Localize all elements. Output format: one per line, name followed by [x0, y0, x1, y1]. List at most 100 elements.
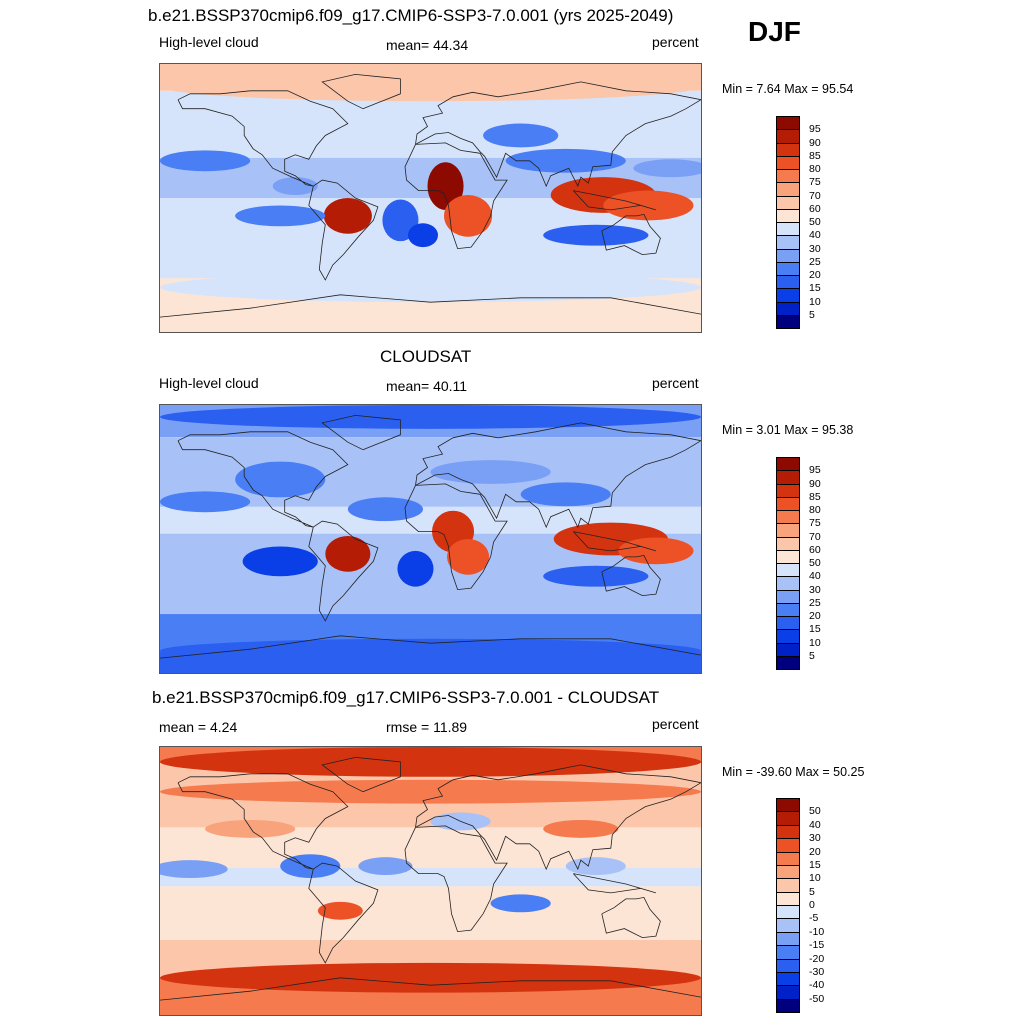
map-1-contour-region-11: [483, 123, 559, 148]
panel-3-title: b.e21.BSSP370cmip6.f09_g17.CMIP6-SSP3-7.…: [152, 688, 660, 707]
colorbar-1-tick-label: 5: [809, 308, 815, 321]
colorbar-3-tick-label: 0: [809, 899, 815, 911]
panel-3-colorbar: -50 -40 -30 -20 -15 -10 -5 0 5 10 15 20 30 40 50: [776, 798, 824, 1013]
map-1-contour-region-4: [323, 198, 372, 234]
colorbar-1-tick-label: 85: [809, 149, 821, 162]
map-3-contour-region-9: [317, 901, 363, 920]
colorbar-1-swatch-3: [776, 275, 800, 290]
colorbar-1-tick-label: 95: [809, 123, 821, 136]
panel-2-left-label: High-level cloud: [159, 375, 259, 391]
map-1-coastline-7: [573, 190, 657, 211]
colorbar-3-tick-label: -5: [809, 912, 819, 925]
colorbar-2-tick-label: 90: [809, 477, 821, 490]
colorbar-1-swatch-14: [776, 129, 800, 144]
colorbar-3-swatch-1: [776, 985, 800, 1000]
colorbar-2-tick-label: 95: [809, 464, 821, 477]
colorbar-1-tick-label: 75: [809, 176, 821, 189]
colorbar-1-swatch-2: [776, 288, 800, 303]
colorbar-1-tick-label: 30: [809, 242, 821, 255]
colorbar-3-tick-label: -20: [809, 952, 825, 965]
colorbar-1-swatch-11: [776, 169, 800, 184]
colorbar-2-tick-label: 80: [809, 504, 821, 516]
map-3-contour-region-11: [205, 819, 296, 838]
colorbar-1-swatch-6: [776, 235, 800, 250]
colorbar-2-swatch-14: [776, 470, 800, 485]
map-2-contour-region-1: [447, 539, 490, 575]
map-3-contour-region-0: [160, 747, 701, 777]
map-1-band-1: [160, 90, 701, 158]
panel-3-mean-label: mean = 4.24: [159, 719, 238, 735]
map-2-contour-region-14: [347, 497, 423, 522]
colorbar-1-tick-label: 40: [809, 229, 821, 242]
colorbar-1-swatch-9: [776, 195, 800, 210]
colorbar-1-tick-label: 70: [809, 189, 821, 202]
colorbar-2-swatch-12: [776, 496, 800, 511]
colorbar-3-swatch-15: [776, 798, 800, 813]
map-2-coastline-0: [177, 431, 349, 528]
colorbar-2-swatch-2: [776, 629, 800, 644]
map-3-contour-region-5: [490, 894, 551, 913]
colorbar-1-tick-label: 60: [809, 202, 821, 215]
colorbar-2-swatch-0: [776, 655, 800, 670]
colorbar-3-swatch-12: [776, 838, 800, 853]
colorbar-1-swatch-7: [776, 222, 800, 237]
panel-2-title: CLOUDSAT: [380, 347, 472, 366]
colorbar-1-swatch-13: [776, 142, 800, 157]
colorbar-1-tick-label: 15: [809, 282, 821, 295]
colorbar-1-swatch-5: [776, 248, 800, 263]
map-2-contour-region-3: [618, 537, 694, 565]
colorbar-2-tick-label: 15: [809, 623, 821, 636]
colorbar-1-tick-label: 90: [809, 136, 821, 149]
panel-1-title: b.e21.BSSP370cmip6.f09_g17.CMIP6-SSP3-7.…: [148, 6, 674, 25]
colorbar-1-swatch-1: [776, 301, 800, 316]
map-2-contour-region-10: [242, 546, 318, 577]
map-3-coastline-2: [321, 756, 401, 793]
colorbar-3-tick-label: 20: [809, 845, 821, 858]
colorbar-3-tick-label: 5: [809, 885, 815, 898]
map-2-coastline-5: [601, 554, 661, 597]
colorbar-3-swatch-14: [776, 811, 800, 826]
colorbar-3-tick-label: 50: [809, 805, 821, 818]
map-1-coastline-6: [160, 294, 701, 318]
map-2-contour-region-6: [235, 461, 326, 498]
map-1-contour-region-6: [160, 150, 251, 172]
map-1-coastline-5: [601, 213, 661, 256]
panel-2-minmax: Min = 3.01 Max = 95.38: [722, 423, 854, 437]
colorbar-2-swatch-5: [776, 589, 800, 604]
panel-1-minmax: Min = 7.64 Max = 95.54: [722, 82, 854, 96]
map-2-coastline-3: [404, 483, 508, 591]
panel-2-mean-label: mean= 40.11: [386, 378, 468, 394]
map-3-coastline-7: [573, 873, 657, 894]
map-2-coastline-7: [573, 531, 657, 552]
season-label: DJF: [748, 16, 801, 47]
map-2-contour-region-13: [430, 460, 551, 484]
colorbar-3-swatch-2: [776, 971, 800, 987]
panel-3-units-label: percent: [652, 716, 699, 732]
panel-1-map: [159, 63, 702, 333]
colorbar-3-swatch-10: [776, 864, 800, 880]
colorbar-1-tick-label: 10: [809, 295, 821, 308]
map-1-coastline-1: [308, 179, 379, 281]
map-3-contour-region-1: [160, 779, 701, 804]
map-3-contour-region-3: [280, 854, 341, 879]
colorbar-2-tick-label: 30: [809, 583, 821, 596]
map-1-contour-region-9: [235, 205, 326, 227]
map-3-contour-region-7: [358, 857, 413, 876]
colorbar-2-swatch-8: [776, 549, 800, 564]
colorbar-3-tick-label: -30: [809, 965, 825, 978]
colorbar-3-tick-label: -10: [809, 925, 825, 938]
panel-1-colorbar: 5 10 15 20 25 30 40 50 60 70 75 80 85 90 95: [776, 116, 821, 329]
colorbar-3-swatch-5: [776, 931, 800, 947]
map-2-contour-region-8: [160, 491, 251, 513]
colorbar-2-tick-label: 20: [809, 610, 821, 622]
colorbar-3-tick-label: -40: [809, 979, 825, 992]
colorbar-3-tick-label: 30: [809, 832, 821, 845]
colorbar-1-tick-label: 25: [809, 255, 821, 268]
map-3-coastline-4: [415, 764, 701, 871]
map-3-coastline-5: [601, 896, 661, 939]
colorbar-2-tick-label: 25: [809, 596, 821, 609]
colorbar-3-swatch-8: [776, 891, 800, 906]
colorbar-2-tick-label: 5: [809, 649, 815, 662]
colorbar-2-tick-label: 40: [809, 570, 821, 583]
colorbar-2-swatch-15: [776, 457, 800, 472]
